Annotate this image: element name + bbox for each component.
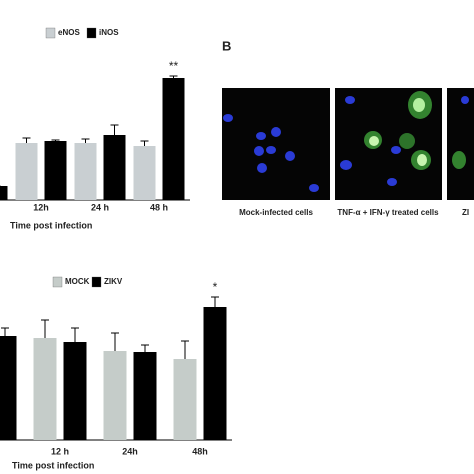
- error-bar: [111, 332, 119, 351]
- bar: [103, 135, 126, 200]
- bar: [162, 78, 185, 200]
- legend-swatch: [91, 276, 102, 288]
- error-bar: [169, 75, 178, 78]
- x-tick-label: 24h: [122, 446, 138, 456]
- x-tick-label: 24 h: [91, 202, 109, 212]
- bar: [15, 143, 38, 200]
- x-axis-title: Time post infection: [12, 460, 94, 470]
- micrograph-caption: ZI: [462, 208, 469, 217]
- micrograph-mock: [222, 88, 330, 200]
- error-bar: [181, 340, 189, 359]
- error-bar: [211, 296, 219, 307]
- legend-label: eNOS: [58, 28, 80, 37]
- micrograph-treated: [335, 88, 442, 200]
- micrograph-zikv: [447, 88, 474, 200]
- error-bar: [140, 140, 149, 146]
- x-axis-title: Time post infection: [10, 220, 92, 230]
- micrograph-caption: TNF-α + IFN-γ treated cells: [337, 208, 439, 217]
- error-bar: [141, 344, 149, 352]
- x-tick-label: 48 h: [150, 202, 168, 212]
- panel-label: B: [222, 38, 231, 53]
- bar: [203, 307, 227, 440]
- legend-label: iNOS: [99, 28, 119, 37]
- bar: [133, 146, 156, 200]
- error-bar: [51, 139, 60, 141]
- x-tick-label: 12h: [33, 202, 49, 212]
- x-tick-label: 12 h: [51, 446, 69, 456]
- bar: [133, 352, 157, 440]
- error-bar: [22, 137, 31, 143]
- legend-label: ZIKV: [104, 277, 123, 286]
- bar: [0, 186, 8, 200]
- significance-annotation: **: [169, 59, 179, 73]
- legend-swatch: [86, 27, 97, 39]
- bar: [103, 351, 127, 440]
- bar: [44, 141, 67, 200]
- bar: [0, 336, 17, 440]
- error-bar: [81, 138, 90, 143]
- micrograph-caption: Mock-infected cells: [239, 208, 313, 217]
- error-bar: [110, 124, 119, 135]
- legend-swatch: [45, 27, 56, 39]
- legend-swatch: [52, 276, 63, 288]
- bar: [63, 342, 87, 440]
- significance-annotation: *: [213, 280, 218, 294]
- x-tick-label: 48h: [192, 446, 208, 456]
- bar: [33, 338, 57, 440]
- error-bar: [71, 327, 79, 342]
- bar: [173, 359, 197, 440]
- legend-label: MOCK: [65, 277, 90, 286]
- bar: [74, 143, 97, 200]
- error-bar: [41, 319, 49, 338]
- error-bar: [1, 327, 9, 336]
